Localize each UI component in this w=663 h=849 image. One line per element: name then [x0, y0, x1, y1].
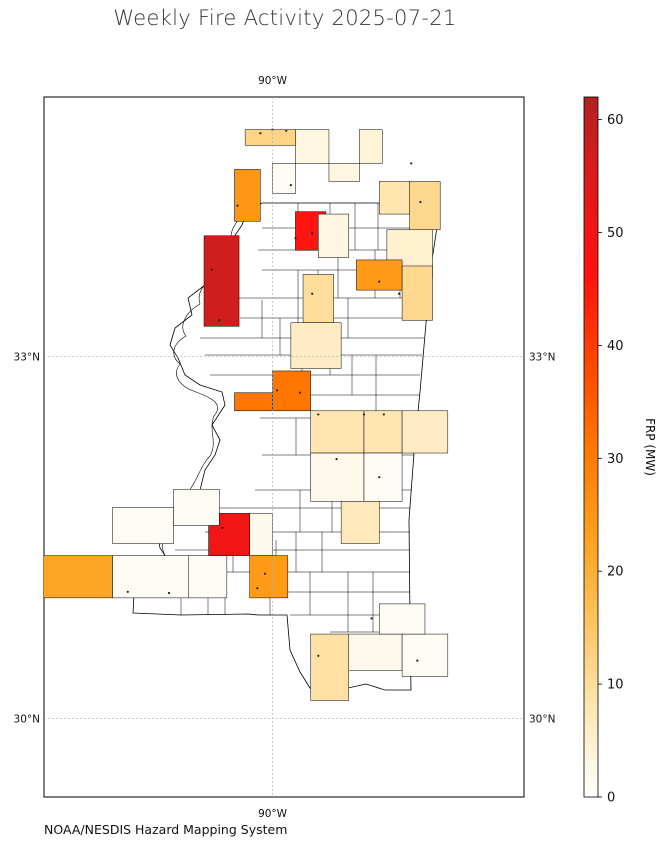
- fire-detection-point: [276, 389, 279, 392]
- county-region: [310, 633, 350, 701]
- county-region: [356, 259, 403, 291]
- county-region: [112, 555, 190, 599]
- county-region: [401, 410, 449, 454]
- colorbar-tick-label: 30: [607, 452, 624, 467]
- colorbar-tick-label: 20: [607, 565, 624, 580]
- fire-detection-point: [167, 591, 171, 595]
- map-title: Weekly Fire Activity 2025-07-21: [113, 6, 457, 30]
- fire-detection-point: [410, 162, 413, 165]
- county-region: [249, 513, 273, 556]
- colorbar: [583, 96, 599, 798]
- county-region: [363, 452, 403, 502]
- county-region: [401, 265, 433, 321]
- fire-detection-point: [370, 617, 373, 620]
- county-region: [234, 392, 273, 412]
- county-fill-layer: [44, 129, 449, 701]
- fire-detection-point: [311, 292, 314, 295]
- county-region: [348, 633, 403, 671]
- county-region: [328, 163, 360, 182]
- fire-detection-point: [126, 590, 129, 593]
- fire-detection-point: [218, 319, 221, 322]
- county-region: [401, 633, 449, 677]
- county-region: [112, 507, 174, 544]
- colorbar-tick-label: 10: [607, 678, 624, 693]
- colorbar-tick-label: 0: [607, 791, 615, 806]
- fire-detection-point: [256, 587, 259, 590]
- county-region: [272, 370, 311, 412]
- source-credit: NOAA/NESDIS Hazard Mapping System: [44, 822, 288, 837]
- lon-label-bottom: 90°W: [258, 808, 288, 820]
- colorbar-ticks: 0 10 20 30 40 50 60: [598, 113, 624, 806]
- fire-detection-point: [298, 391, 302, 394]
- map-layer: [44, 97, 524, 797]
- county-region: [378, 181, 410, 215]
- county-region: [244, 129, 296, 146]
- county-region: [409, 181, 441, 231]
- county-region: [44, 555, 113, 599]
- fire-detection-point: [378, 476, 381, 479]
- fire-points-layer: [126, 128, 422, 662]
- county-region: [359, 129, 383, 164]
- county-region: [302, 274, 334, 323]
- fire-detection-point: [397, 292, 401, 295]
- county-region: [318, 213, 350, 258]
- fire-detection-point: [210, 268, 213, 271]
- fire-detection-point: [317, 654, 320, 657]
- fire-detection-point: [317, 413, 320, 416]
- fire-detection-point: [289, 184, 292, 187]
- fire-detection-point: [419, 200, 422, 204]
- lat-label-30n-left: 30°N: [14, 714, 40, 726]
- county-region: [378, 603, 426, 635]
- fire-detection-point: [378, 280, 381, 283]
- county-region: [363, 410, 403, 454]
- lat-label-30n-right: 30°N: [529, 714, 555, 726]
- county-region: [272, 163, 296, 194]
- fire-detection-point: [221, 526, 224, 529]
- lon-label-top: 90°W: [258, 75, 288, 87]
- fire-detection-point: [294, 237, 297, 240]
- county-region: [295, 129, 330, 164]
- county-region: [290, 322, 342, 369]
- fire-detection-point: [311, 232, 314, 235]
- fire-detection-point: [285, 129, 288, 132]
- county-region: [173, 488, 220, 526]
- colorbar-tick-label: 40: [607, 339, 624, 354]
- colorbar-tick-label: 60: [607, 113, 624, 128]
- county-region: [249, 555, 289, 599]
- fire-detection-point: [382, 413, 385, 416]
- fire-detection-point: [335, 457, 338, 461]
- fire-detection-point: [259, 132, 262, 135]
- colorbar-tick-label: 50: [607, 226, 624, 241]
- county-region: [310, 452, 365, 502]
- county-region: [203, 235, 240, 327]
- county-region: [310, 410, 365, 454]
- colorbar-label: FRP (MW): [643, 418, 657, 476]
- fire-detection-point: [416, 659, 419, 662]
- county-region: [340, 501, 380, 544]
- fire-detection-point: [263, 572, 267, 575]
- lat-label-33n-right: 33°N: [529, 351, 555, 363]
- fire-detection-point: [362, 413, 366, 416]
- county-region: [188, 555, 228, 599]
- county-region: [234, 169, 261, 222]
- lat-label-33n-left: 33°N: [14, 351, 40, 363]
- fire-detection-point: [236, 204, 239, 207]
